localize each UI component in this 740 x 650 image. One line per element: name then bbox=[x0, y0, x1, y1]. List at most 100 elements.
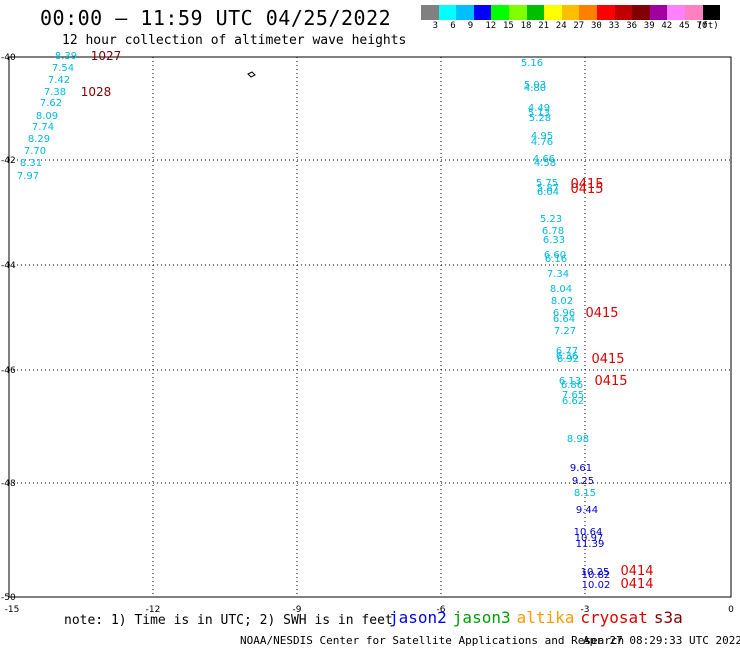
colorbar-swatch bbox=[684, 5, 703, 20]
colorbar-label: 3 bbox=[432, 21, 439, 31]
wave-height-value: 7.54 bbox=[52, 63, 74, 74]
lon-tick-label: 0 bbox=[728, 605, 734, 615]
wave-height-value: 7.38 bbox=[44, 87, 66, 98]
wave-height-value: 8.39 bbox=[55, 51, 77, 62]
map-frame bbox=[8, 56, 732, 598]
wave-height-value: 6.77 bbox=[556, 346, 578, 357]
wave-height-value: 6.78 bbox=[542, 226, 564, 237]
colorbar-label: (ft) bbox=[697, 21, 719, 31]
lon-tick-label: -6 bbox=[437, 605, 446, 615]
wave-height-value: 8.31 bbox=[20, 158, 42, 169]
footer-credit: NOAA/NESDIS Center for Satellite Applica… bbox=[240, 634, 625, 647]
colorbar-swatch bbox=[526, 5, 545, 20]
wave-height-value: 10.25 bbox=[581, 567, 610, 578]
colorbar-swatch bbox=[561, 5, 580, 20]
satellite-jason3: jason3 bbox=[452, 608, 511, 627]
wave-height-value: 7.42 bbox=[48, 75, 70, 86]
wave-height-value: 11.39 bbox=[576, 539, 605, 550]
pass-time-label: 0415 bbox=[591, 352, 624, 367]
wave-height-value: 10.97 bbox=[575, 533, 604, 544]
colorbar-labels: 3 6 9 12 15 18 21 24 27 30 33 36 39 42 45 70 (ft) bbox=[421, 21, 740, 33]
wave-height-value: 7.97 bbox=[17, 171, 39, 182]
colorbar-swatch bbox=[473, 5, 492, 20]
wave-height-value: 8.15 bbox=[574, 488, 596, 499]
colorbar-swatch bbox=[667, 5, 685, 20]
wave-height-value: 7.62 bbox=[40, 98, 62, 109]
wave-height-value: 6.16 bbox=[545, 254, 567, 265]
colorbar-label: 27 bbox=[573, 21, 585, 31]
wave-height-value: 6.96 bbox=[553, 308, 575, 319]
wave-height-value: 7.65 bbox=[562, 390, 584, 401]
lat-tick-label: -48 bbox=[1, 479, 16, 489]
colorbar-label: 45 bbox=[679, 21, 690, 31]
wave-height-value: 5.23 bbox=[540, 214, 562, 225]
lon-tick-label: -3 bbox=[581, 605, 590, 615]
colorbar-swatch bbox=[438, 5, 457, 20]
satellite-jason2: jason2 bbox=[389, 608, 447, 627]
wave-height-value: 8.98 bbox=[567, 434, 589, 445]
lat-tick-label: -42 bbox=[1, 156, 16, 166]
pass-time-label: 1028 bbox=[81, 85, 112, 99]
wave-height-value: 4.66 bbox=[533, 154, 555, 165]
wave-height-value: 6.60 bbox=[544, 250, 566, 261]
island-outline bbox=[247, 71, 256, 78]
wave-height-value: 4.58 bbox=[534, 158, 556, 169]
wave-height-value: 6.36 bbox=[556, 351, 578, 362]
lon-tick-label: -15 bbox=[5, 605, 20, 615]
page-title: 00:00 — 11:59 UTC 04/25/2022 bbox=[40, 6, 392, 30]
wave-height-value: 10.82 bbox=[582, 570, 611, 581]
colorbar-label: 18 bbox=[520, 21, 532, 31]
colorbar-label: 36 bbox=[626, 21, 638, 31]
wave-height-colorbar bbox=[421, 5, 721, 20]
colorbar-swatch bbox=[614, 5, 633, 20]
wave-height-value: 8.02 bbox=[551, 296, 573, 307]
wave-height-value: 8.04 bbox=[550, 284, 572, 295]
wave-height-value: 5.16 bbox=[521, 58, 543, 69]
colorbar-swatch bbox=[421, 5, 439, 20]
wave-height-value: 5.87 bbox=[537, 183, 559, 194]
colorbar-label: 33 bbox=[608, 21, 620, 31]
colorbar-label: 6 bbox=[450, 21, 456, 31]
wave-height-value: 6.04 bbox=[537, 187, 559, 198]
wave-height-value: 6.62 bbox=[562, 396, 584, 407]
wave-height-value: 5.13 bbox=[528, 108, 550, 119]
wave-height-value: 10.02 bbox=[582, 580, 611, 591]
legend-note: note: 1) Time is in UTC; 2) SWH is in fe… bbox=[64, 613, 393, 628]
wave-height-value: 9.25 bbox=[572, 476, 594, 487]
satellite-altika: altika bbox=[516, 608, 575, 627]
colorbar-label: 12 bbox=[485, 21, 497, 31]
pass-time-label: 0415 bbox=[585, 306, 618, 321]
wave-height-value: 6.86 bbox=[561, 380, 583, 391]
satellite-legend: jason2 jason3 altika cryosat s3a bbox=[389, 608, 689, 627]
lon-tick-label: -12 bbox=[146, 605, 161, 615]
wave-height-value: 6.64 bbox=[553, 314, 575, 325]
colorbar-label: 24 bbox=[555, 21, 567, 31]
pass-time-label: 0414 bbox=[620, 564, 653, 579]
wave-height-value: 5.03 bbox=[524, 80, 546, 91]
wave-height-value: 4.80 bbox=[524, 83, 546, 94]
pass-time-label: 0414 bbox=[620, 577, 653, 592]
lon-tick-label: -9 bbox=[293, 605, 302, 615]
lat-tick-label: -44 bbox=[1, 261, 16, 271]
pass-time-label: 0415 bbox=[570, 177, 603, 192]
wave-height-value: 6.13 bbox=[559, 376, 581, 387]
colorbar-label: 42 bbox=[661, 21, 673, 31]
wave-height-value: 6.92 bbox=[557, 354, 579, 365]
colorbar-swatch bbox=[456, 5, 474, 20]
wave-height-value: 8.29 bbox=[28, 134, 50, 145]
lat-tick-label: -40 bbox=[1, 53, 16, 63]
colorbar-swatch bbox=[544, 5, 562, 20]
pass-time-label: 1027 bbox=[91, 49, 122, 63]
satellite-cryosat: cryosat bbox=[580, 608, 648, 627]
wave-height-value: 10.64 bbox=[574, 527, 603, 538]
wave-height-value: 9.44 bbox=[576, 505, 598, 516]
wave-height-value: 5.75 bbox=[536, 178, 558, 189]
wave-height-value: 7.74 bbox=[32, 122, 54, 133]
colorbar-label: 9 bbox=[467, 21, 474, 31]
satellite-s3a: s3a bbox=[653, 608, 683, 627]
colorbar-label: 15 bbox=[503, 21, 514, 31]
colorbar-swatch bbox=[632, 5, 650, 20]
colorbar-swatch bbox=[649, 5, 668, 20]
footer-timestamp: Apr 27 08:29:33 UTC 2022 bbox=[583, 634, 740, 647]
wave-height-value: 8.09 bbox=[36, 111, 58, 122]
